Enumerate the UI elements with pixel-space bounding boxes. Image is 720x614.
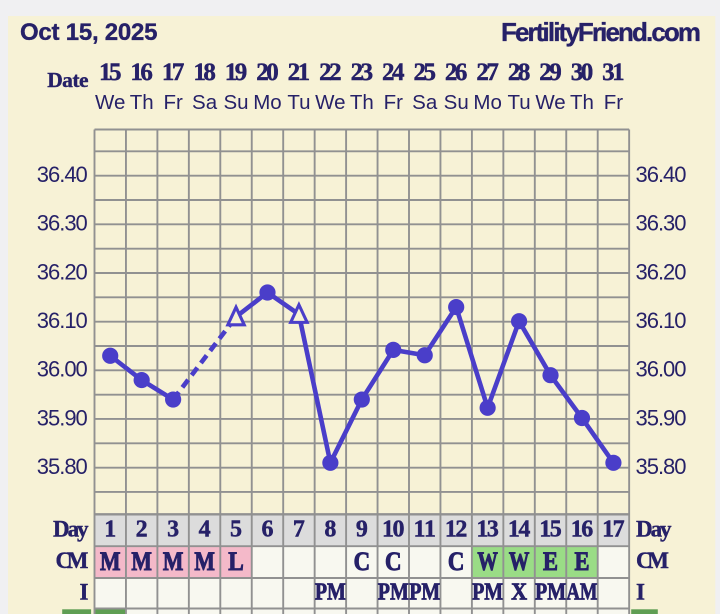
svg-text:21: 21 (288, 59, 311, 86)
svg-text:36.40: 36.40 (37, 162, 88, 187)
svg-text:PM: PM (409, 579, 440, 606)
svg-text:25: 25 (413, 59, 436, 86)
svg-text:Day: Day (636, 516, 672, 541)
svg-text:36.40: 36.40 (636, 162, 687, 187)
svg-text:PM: PM (535, 579, 566, 606)
svg-text:27: 27 (476, 59, 499, 86)
svg-text:Fr: Fr (163, 91, 183, 114)
svg-text:19: 19 (225, 59, 248, 86)
svg-text:CM: CM (56, 548, 89, 573)
svg-text:20: 20 (256, 59, 279, 86)
svg-text:16: 16 (130, 59, 153, 86)
svg-text:30: 30 (571, 59, 594, 86)
svg-text:3: 3 (167, 516, 179, 542)
svg-text:13: 13 (476, 516, 499, 542)
svg-text:26: 26 (445, 59, 468, 86)
svg-text:C: C (385, 546, 402, 576)
svg-text:Fr: Fr (604, 91, 624, 114)
svg-text:11: 11 (413, 516, 436, 542)
svg-text:X: X (511, 579, 527, 606)
svg-text:12: 12 (445, 516, 468, 542)
svg-text:18: 18 (193, 59, 216, 86)
svg-text:24: 24 (382, 59, 405, 86)
svg-text:Th: Th (570, 91, 594, 114)
svg-text:M: M (194, 546, 215, 576)
svg-text:W: W (509, 546, 530, 576)
svg-text:2: 2 (136, 516, 148, 542)
svg-text:PM: PM (315, 579, 346, 606)
svg-text:35.90: 35.90 (636, 405, 687, 430)
svg-text:M: M (163, 546, 184, 576)
svg-text:36.10: 36.10 (37, 308, 88, 333)
svg-text:1: 1 (104, 516, 116, 542)
svg-text:L: L (228, 546, 244, 576)
svg-text:M: M (131, 546, 152, 576)
svg-text:28: 28 (508, 59, 531, 86)
svg-text:6: 6 (261, 516, 273, 542)
svg-text:We: We (95, 91, 125, 114)
svg-text:E: E (543, 546, 558, 576)
svg-text:Sa: Sa (192, 91, 218, 114)
svg-text:23: 23 (351, 59, 374, 86)
svg-text:FertilityFriend.com: FertilityFriend.com (501, 17, 701, 47)
svg-text:8: 8 (324, 516, 336, 542)
svg-text:14: 14 (508, 516, 531, 542)
svg-text:36.30: 36.30 (636, 211, 687, 236)
svg-text:9: 9 (356, 516, 368, 542)
svg-text:Su: Su (223, 91, 248, 114)
svg-text:Fr: Fr (384, 91, 404, 114)
svg-text:31: 31 (602, 59, 625, 86)
svg-text:36.20: 36.20 (37, 259, 88, 284)
svg-text:CM: CM (636, 548, 669, 573)
svg-text:35.90: 35.90 (37, 405, 88, 430)
svg-text:Day: Day (53, 516, 89, 541)
svg-text:Mo: Mo (473, 91, 501, 114)
svg-text:Th: Th (130, 91, 154, 114)
svg-text:15: 15 (539, 516, 562, 542)
svg-text:Su: Su (444, 91, 469, 114)
svg-text:PM: PM (378, 579, 409, 606)
svg-text:Mo: Mo (253, 91, 281, 114)
svg-text:35.80: 35.80 (37, 454, 88, 479)
svg-text:PM: PM (472, 579, 503, 606)
svg-text:36.30: 36.30 (37, 211, 88, 236)
svg-text:Tu: Tu (507, 91, 530, 114)
svg-text:E: E (574, 546, 589, 576)
svg-text:5: 5 (230, 516, 242, 542)
svg-text:C: C (354, 546, 371, 576)
svg-text:15: 15 (99, 59, 122, 86)
svg-text:22: 22 (319, 59, 342, 86)
svg-text:I: I (636, 580, 645, 605)
svg-text:Sa: Sa (412, 91, 438, 114)
svg-text:I: I (80, 580, 89, 605)
svg-text:35.80: 35.80 (636, 454, 687, 479)
svg-text:36.10: 36.10 (636, 308, 687, 333)
svg-text:10: 10 (382, 516, 405, 542)
svg-text:We: We (315, 91, 345, 114)
svg-text:17: 17 (162, 59, 185, 86)
svg-text:We: We (535, 91, 565, 114)
svg-text:AM: AM (566, 579, 597, 606)
svg-text:36.00: 36.00 (636, 357, 687, 382)
svg-text:36.00: 36.00 (37, 357, 88, 382)
svg-text:Date: Date (47, 68, 88, 92)
svg-text:17: 17 (602, 516, 625, 542)
svg-text:4: 4 (199, 516, 211, 542)
svg-text:36.20: 36.20 (636, 259, 687, 284)
svg-text:16: 16 (571, 516, 594, 542)
svg-text:C: C (448, 546, 465, 576)
svg-text:M: M (100, 546, 121, 576)
svg-text:Oct 15, 2025: Oct 15, 2025 (20, 19, 158, 46)
svg-text:W: W (477, 546, 498, 576)
svg-text:7: 7 (293, 516, 305, 542)
svg-text:29: 29 (539, 59, 562, 86)
svg-text:Th: Th (350, 91, 374, 114)
svg-text:Tu: Tu (287, 91, 310, 114)
